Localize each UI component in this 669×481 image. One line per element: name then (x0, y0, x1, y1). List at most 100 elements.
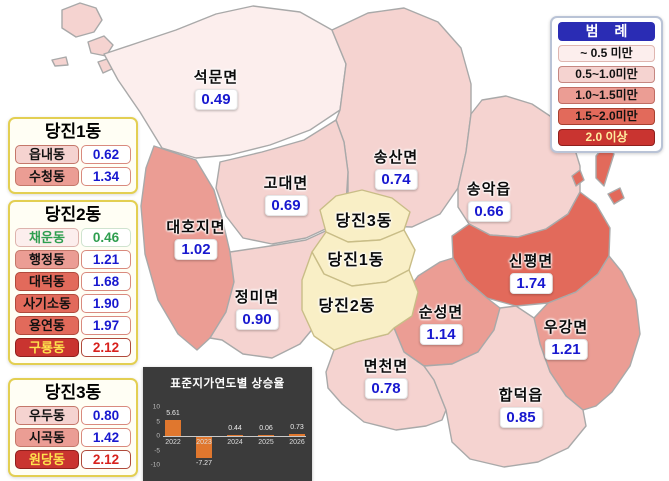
legend-item-1-5-to-2-0: 1.5~2.0미만 (558, 108, 655, 125)
district-dangjin2-dong (301, 251, 419, 351)
dong-value: 1.42 (81, 428, 131, 447)
dong-value: 2.12 (81, 338, 131, 357)
x-axis-label: 2024 (227, 439, 243, 446)
map-label-hapdeok: 합덕읍 0.85 (498, 387, 544, 428)
dong-name-chip: 채운동 (15, 228, 79, 247)
map-label-myeoncheon: 면천면 0.78 (363, 358, 409, 399)
island-northwest-1 (61, 2, 103, 38)
chart-plot-area: 10 5 0 -5 -10 2022 2023 2024 2025 2026 5.61 -7.27 0.… (143, 367, 312, 481)
dong-name-chip: 읍내동 (15, 145, 79, 164)
panel-row: 채운동 0.46 (10, 228, 136, 247)
map-label-godae: 고대면 0.69 (263, 175, 309, 216)
map-legend: 범 례 ~ 0.5 미만 0.5~1.0미만 1.0~1.5미만 1.5~2.0… (550, 16, 663, 153)
value-badge: 0.78 (364, 378, 408, 399)
map-label-songsan: 송산면 0.74 (373, 149, 419, 190)
dong-name-chip: 용연동 (15, 316, 79, 335)
legend-item-0-5-to-1-0: 0.5~1.0미만 (558, 66, 655, 83)
island-northwest-2 (87, 35, 114, 57)
value-badge: 0.49 (194, 89, 238, 110)
bar-2024 (227, 434, 243, 436)
dong-name-chip: 수청동 (15, 167, 79, 186)
dong-name-chip: 원당동 (15, 450, 79, 469)
dong-value: 1.97 (81, 316, 131, 335)
dong-value: 1.68 (81, 272, 131, 291)
dong-name-chip: 시곡동 (15, 428, 79, 447)
bar-2026 (289, 433, 305, 436)
legend-item-over-2-0: 2.0 이상 (558, 129, 655, 146)
x-axis-label: 2022 (165, 439, 181, 446)
x-axis-label: 2025 (258, 439, 274, 446)
panel-row: 구룡동 2.12 (10, 338, 136, 357)
value-badge: 0.85 (499, 407, 543, 428)
bar-2025 (258, 435, 274, 436)
value-badge: 0.74 (374, 169, 418, 190)
panel-title: 당진2동 (44, 205, 102, 224)
dong-name-chip: 행정동 (15, 250, 79, 269)
panel-row: 시곡동 1.42 (10, 428, 136, 447)
panel-row: 읍내동 0.62 (10, 145, 136, 164)
value-badge: 1.02 (174, 239, 218, 260)
panel-dangjin2-dong: 당진2동 채운동 0.46 행정동 1.21 대덕동 1.68 사기소동 1.9… (8, 200, 138, 365)
value-badge: 0.66 (467, 201, 511, 222)
map-label-seokmun: 석문면 0.49 (193, 69, 239, 110)
map-label-jeongmi: 정미면 0.90 (234, 289, 280, 330)
dong-value: 2.12 (81, 450, 131, 469)
dong-value: 1.34 (81, 167, 131, 186)
value-badge: 0.69 (264, 195, 308, 216)
y-axis-tick: -10 (150, 461, 160, 469)
dong-name-chip: 우두동 (15, 406, 79, 425)
chart-title: 표준지가연도별 상승율 (170, 378, 285, 390)
island-northwest-3 (51, 56, 69, 67)
bar-value-label: 0.44 (228, 424, 242, 432)
panel-dangjin1-dong: 당진1동 읍내동 0.62 수청동 1.34 (8, 117, 138, 194)
dong-value: 0.80 (81, 406, 131, 425)
bar-2022 (165, 419, 181, 436)
dong-name-chip: 대덕동 (15, 272, 79, 291)
panel-title: 당진3동 (44, 383, 102, 402)
legend-item-under-0-5: ~ 0.5 미만 (558, 45, 655, 62)
map-label-dangjin1-dong: 당진1동 (327, 252, 385, 269)
bar-2023 (196, 437, 212, 459)
x-axis-label: 2026 (289, 439, 305, 446)
map-label-dangjin2-dong: 당진2동 (318, 298, 376, 315)
y-axis-tick: 5 (156, 418, 160, 425)
islet-east-2 (571, 169, 585, 187)
legend-item-1-0-to-1-5: 1.0~1.5미만 (558, 87, 655, 104)
dong-value: 0.62 (81, 145, 131, 164)
bar-value-label: 0.06 (259, 425, 273, 432)
panel-dangjin3-dong: 당진3동 우두동 0.80 시곡동 1.42 원당동 2.12 (8, 378, 138, 477)
yearly-rate-bar-chart: 표준지가연도별 상승율 10 5 0 -5 -10 2022 2023 2024 2025 202… (143, 367, 312, 481)
dong-value: 0.46 (81, 228, 131, 247)
panel-row: 원당동 2.12 (10, 450, 136, 469)
islet-east-4 (607, 187, 625, 205)
map-label-ugang: 우강면 1.21 (543, 319, 589, 360)
panel-row: 용연동 1.97 (10, 316, 136, 335)
value-badge: 1.21 (544, 339, 588, 360)
map-label-songak: 송악읍 0.66 (466, 181, 512, 222)
panel-row: 대덕동 1.68 (10, 272, 136, 291)
bar-value-label: 5.61 (166, 409, 180, 417)
zero-axis-line (163, 436, 306, 437)
map-label-dangjin3-dong: 당진3동 (335, 213, 393, 230)
x-axis-label: 2023 (196, 439, 212, 446)
dong-name-chip: 구룡동 (15, 338, 79, 357)
dong-name-chip: 사기소동 (15, 294, 79, 313)
map-label-sunseong: 순성면 1.14 (418, 304, 464, 345)
value-badge: 1.74 (509, 273, 553, 294)
value-badge: 0.90 (235, 309, 279, 330)
dong-value: 1.21 (81, 250, 131, 269)
panel-row: 우두동 0.80 (10, 406, 136, 425)
y-axis-tick: 0 (156, 432, 160, 440)
legend-title: 범 례 (558, 22, 655, 41)
panel-row: 수청동 1.34 (10, 167, 136, 186)
panel-title: 당진1동 (44, 122, 102, 141)
y-axis-tick: 10 (152, 403, 160, 411)
y-axis-tick: -5 (154, 447, 160, 454)
bar-value-label: 0.73 (290, 423, 304, 431)
map-label-sinpyeong: 신평면 1.74 (508, 253, 554, 294)
bar-value-label: -7.27 (196, 460, 212, 468)
panel-row: 사기소동 1.90 (10, 294, 136, 313)
dong-value: 1.90 (81, 294, 131, 313)
